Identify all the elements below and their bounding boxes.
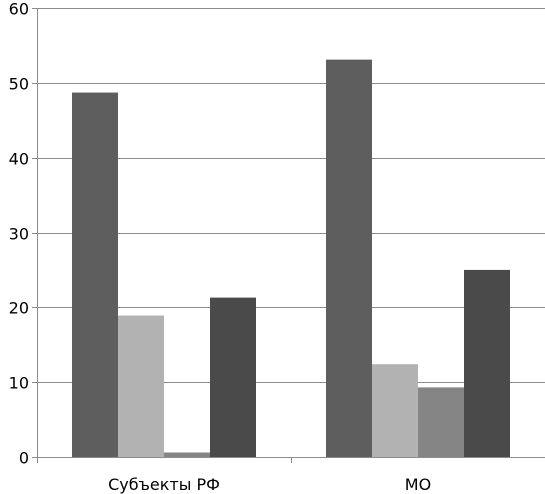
x-category-labels: Субъекты РФ МО (108, 475, 431, 494)
x-category-label: МО (405, 475, 431, 494)
y-tick-label: 60 (9, 0, 29, 19)
gridlines (37, 8, 545, 383)
y-tick-label: 50 (9, 75, 29, 94)
bar-series-1-2 (326, 59, 372, 457)
bar-series-1-1 (72, 92, 118, 457)
y-tick-label: 10 (9, 374, 29, 393)
y-tick-label: 40 (9, 150, 29, 169)
y-tick-label: 0 (19, 449, 29, 468)
x-category-label: Субъекты РФ (108, 475, 220, 494)
bar-series-4-1 (210, 297, 256, 457)
bar-series-3-2 (418, 387, 464, 457)
axes (32, 8, 545, 463)
bar-series-2-1 (118, 315, 164, 457)
y-tick-label: 20 (9, 299, 29, 318)
bar-series-2-2 (372, 364, 418, 457)
bars (72, 59, 510, 457)
bar-series-3-1 (164, 452, 210, 457)
bar-series-4-2 (464, 269, 510, 457)
y-tick-label: 30 (9, 225, 29, 244)
y-tick-labels: 0 10 20 30 40 50 60 (9, 0, 29, 468)
